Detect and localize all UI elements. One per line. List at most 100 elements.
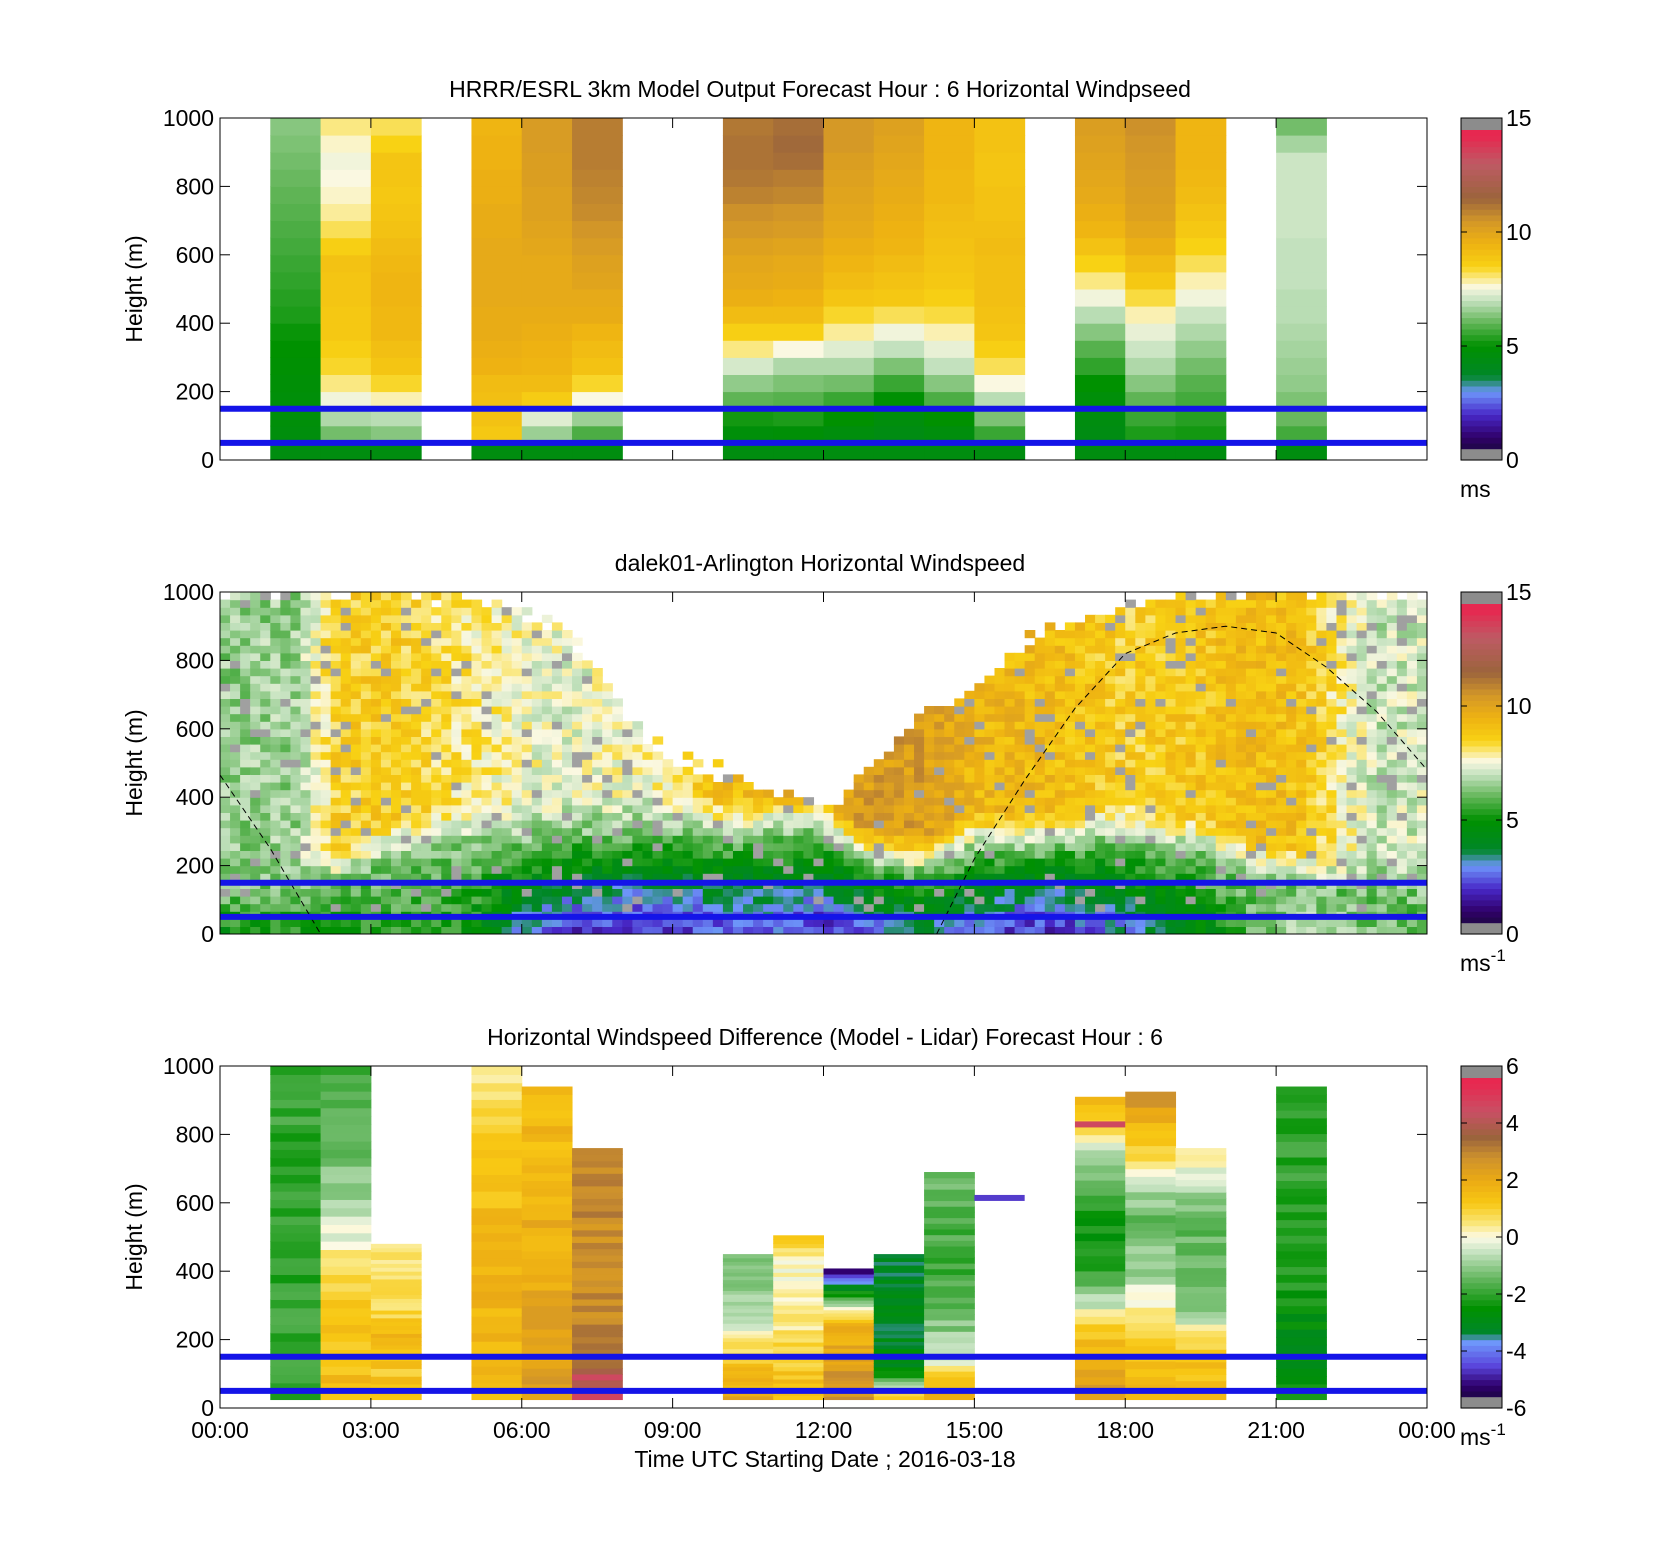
heatmap-cell <box>541 850 553 859</box>
heatmap-cell <box>1296 736 1307 745</box>
heatmap-cell <box>622 865 633 874</box>
heatmap-cell <box>1165 751 1177 760</box>
heatmap-cell <box>1326 827 1338 836</box>
heatmap-cell <box>1376 896 1388 905</box>
colorbar-segment <box>1461 842 1502 850</box>
heatmap-cell <box>1185 599 1197 608</box>
heatmap-cell <box>853 896 865 905</box>
heatmap-cell <box>1054 706 1066 715</box>
colorbar-segment <box>1461 631 1502 639</box>
heatmap-cell <box>984 698 996 707</box>
heatmap-cell <box>260 683 271 692</box>
heatmap-cell <box>501 804 513 813</box>
heatmap-cell <box>612 713 623 722</box>
heatmap-cell <box>1205 652 1217 661</box>
heatmap-cell <box>873 391 925 410</box>
heatmap-cell <box>1004 850 1016 859</box>
heatmap-cell <box>833 865 845 874</box>
heatmap-cell <box>230 744 241 753</box>
heatmap-cell <box>380 637 392 646</box>
colorbar-segment <box>1461 340 1502 347</box>
heatmap-cell <box>441 736 452 745</box>
heatmap-cell <box>632 744 644 753</box>
heatmap-cell <box>471 804 483 813</box>
heatmap-cell <box>1205 751 1217 760</box>
heatmap-cell <box>924 751 935 760</box>
heatmap-cell <box>220 804 231 813</box>
heatmap-cell <box>612 698 623 707</box>
heatmap-cell <box>240 804 251 813</box>
heatmap-cell <box>330 660 342 669</box>
heatmap-cell <box>773 425 824 444</box>
heatmap-cell <box>370 152 422 170</box>
heatmap-cell <box>873 835 885 844</box>
heatmap-cell <box>1155 835 1167 844</box>
heatmap-cell <box>290 668 302 677</box>
heatmap-cell <box>340 926 352 934</box>
heatmap-cell <box>401 622 412 631</box>
heatmap-cell <box>471 766 483 775</box>
heatmap-cell <box>360 820 372 829</box>
heatmap-cell <box>220 766 231 775</box>
heatmap-cell <box>370 926 382 934</box>
heatmap-cell <box>934 835 945 844</box>
heatmap-cell <box>220 706 231 715</box>
heatmap-cell <box>1386 850 1398 859</box>
heatmap-cell <box>461 721 473 730</box>
heatmap-cell <box>471 289 523 307</box>
heatmap-cell <box>914 842 925 851</box>
heatmap-cell <box>1054 842 1066 851</box>
heatmap-cell <box>1115 675 1126 684</box>
heatmap-cell <box>1346 721 1358 730</box>
heatmap-cell <box>783 873 794 882</box>
heatmap-cell <box>712 896 724 905</box>
heatmap-cell <box>370 797 382 806</box>
heatmap-cell <box>310 751 322 760</box>
heatmap-cell <box>914 903 925 912</box>
heatmap-cell <box>1336 766 1348 775</box>
heatmap-cell <box>783 858 794 867</box>
heatmap-cell <box>240 728 251 737</box>
heatmap-cell <box>1155 675 1167 684</box>
heatmap-cell <box>1306 744 1317 753</box>
heatmap-cell <box>924 306 975 324</box>
heatmap-cell <box>1215 820 1227 829</box>
heatmap-cell <box>652 827 664 836</box>
heatmap-cell <box>753 896 764 905</box>
heatmap-cell <box>672 820 684 829</box>
heatmap-cell <box>1286 858 1297 867</box>
heatmap-cell <box>1406 630 1418 639</box>
heatmap-cell <box>1326 721 1338 730</box>
heatmap-cell <box>1095 728 1106 737</box>
heatmap-cell <box>1316 690 1328 699</box>
heatmap-cell <box>1406 827 1418 836</box>
heatmap-cell <box>1044 675 1056 684</box>
heatmap-cell <box>924 812 935 821</box>
heatmap-cell <box>1155 698 1167 707</box>
heatmap-cell <box>702 804 714 813</box>
heatmap-cell <box>873 425 925 444</box>
heatmap-cell <box>1125 842 1136 851</box>
heatmap-cell <box>1195 835 1207 844</box>
heatmap-cell <box>1054 751 1066 760</box>
heatmap-cell <box>1416 789 1427 798</box>
heatmap-cell <box>1014 728 1026 737</box>
heatmap-cell <box>320 306 372 324</box>
heatmap-cell <box>491 903 503 912</box>
heatmap-cell <box>934 744 945 753</box>
heatmap-cell <box>1386 903 1398 912</box>
heatmap-cell <box>1306 820 1317 829</box>
heatmap-cell <box>1336 918 1348 927</box>
heatmap-cell <box>1004 820 1016 829</box>
heatmap-cell <box>390 698 402 707</box>
heatmap-cell <box>1175 306 1227 324</box>
heatmap-cell <box>441 614 452 623</box>
heatmap-cell <box>1115 637 1126 646</box>
heatmap-cell <box>1185 858 1197 867</box>
heatmap-cell <box>984 820 996 829</box>
heatmap-cell <box>1215 865 1227 874</box>
heatmap-cell <box>441 660 452 669</box>
heatmap-cell <box>320 842 332 851</box>
heatmap-cell <box>370 442 422 460</box>
heatmap-cell <box>270 797 281 806</box>
